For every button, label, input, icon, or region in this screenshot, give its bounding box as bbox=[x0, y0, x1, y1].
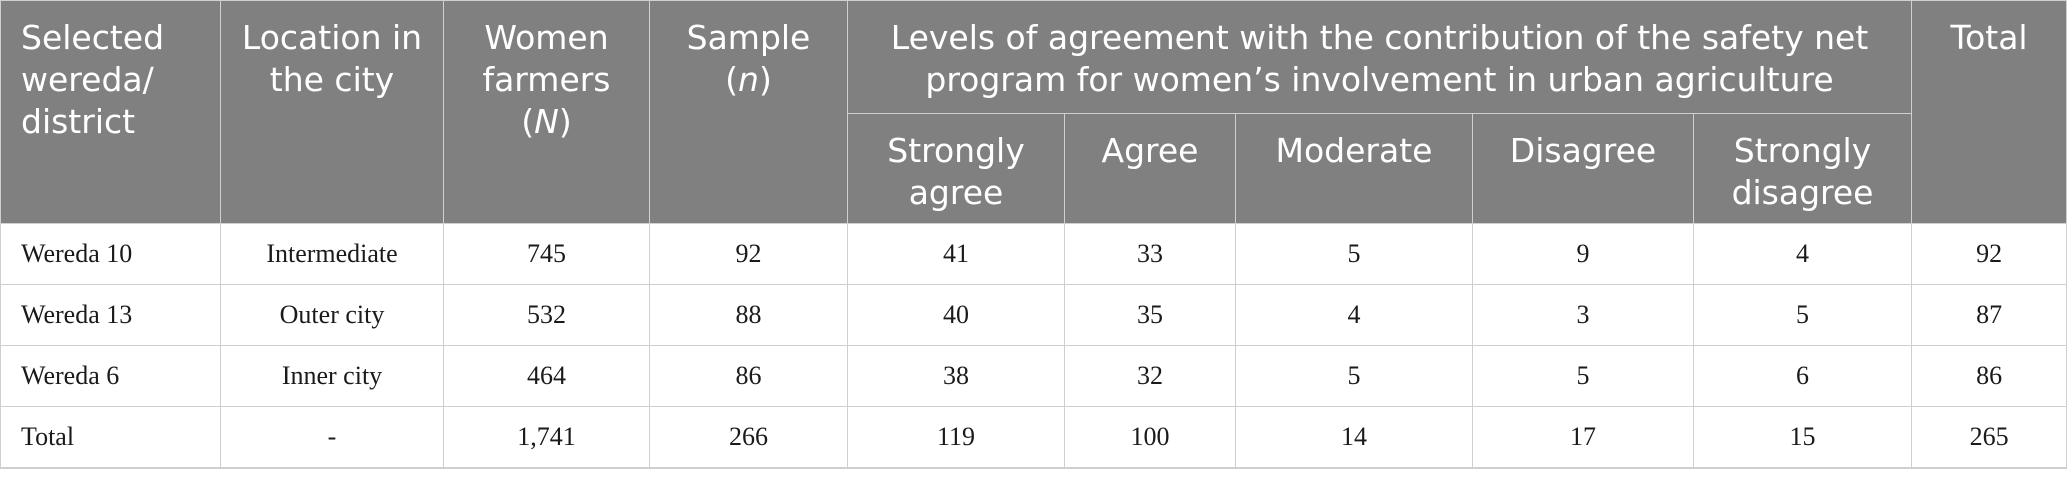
header-location: Location in the city bbox=[220, 0, 444, 224]
cell-strongly-agree: 40 bbox=[847, 284, 1065, 346]
cell-sample: 88 bbox=[649, 284, 848, 346]
cell-moderate: 5 bbox=[1235, 345, 1473, 407]
cell-strongly-disagree: 15 bbox=[1692, 406, 1913, 469]
cell-sample: 266 bbox=[649, 406, 848, 469]
header-strongly-disagree: Strongly disagree bbox=[1692, 113, 1913, 224]
table-row: Wereda 10 Intermediate 745 92 41 33 5 9 … bbox=[0, 223, 2068, 285]
data-table: Selected wereda/ district Location in th… bbox=[0, 0, 2068, 469]
header-total: Total bbox=[1911, 0, 2068, 224]
cell-sample: 86 bbox=[649, 345, 848, 407]
cell-women-farmers: 464 bbox=[443, 345, 650, 407]
cell-district: Wereda 13 bbox=[0, 284, 221, 346]
table-body: Wereda 10 Intermediate 745 92 41 33 5 9 … bbox=[0, 223, 2068, 469]
header-strongly-agree: Strongly agree bbox=[847, 113, 1065, 224]
cell-strongly-disagree: 6 bbox=[1692, 345, 1913, 407]
cell-moderate: 14 bbox=[1235, 406, 1473, 469]
cell-strongly-disagree: 5 bbox=[1692, 284, 1913, 346]
header-women-farmers-label: Women farmers bbox=[482, 18, 611, 99]
cell-disagree: 9 bbox=[1472, 223, 1694, 285]
cell-strongly-agree: 41 bbox=[847, 223, 1065, 285]
header-sample: Sample (n) bbox=[649, 0, 848, 224]
table-row: Wereda 13 Outer city 532 88 40 35 4 3 5 … bbox=[0, 284, 2068, 346]
cell-moderate: 4 bbox=[1235, 284, 1473, 346]
cell-district: Wereda 10 bbox=[0, 223, 221, 285]
header-agreement-group: Levels of agreement with the contributio… bbox=[846, 0, 1913, 114]
cell-sample: 92 bbox=[649, 223, 848, 285]
cell-district: Total bbox=[0, 406, 221, 469]
cell-location: Inner city bbox=[220, 345, 444, 407]
cell-total: 87 bbox=[1911, 284, 2068, 346]
header-women-farmers: Women farmers (N) bbox=[443, 0, 650, 224]
header-sample-symbol: n bbox=[738, 60, 759, 99]
cell-location: Outer city bbox=[220, 284, 444, 346]
cell-total: 265 bbox=[1911, 406, 2068, 469]
table-row: Wereda 6 Inner city 464 86 38 32 5 5 6 8… bbox=[0, 345, 2068, 407]
header-moderate: Moderate bbox=[1235, 113, 1473, 224]
cell-strongly-disagree: 4 bbox=[1692, 223, 1913, 285]
cell-district: Wereda 6 bbox=[0, 345, 221, 407]
cell-agree: 100 bbox=[1064, 406, 1236, 469]
cell-disagree: 17 bbox=[1472, 406, 1694, 469]
table-row-total: Total - 1,741 266 119 100 14 17 15 265 bbox=[0, 406, 2068, 469]
cell-location: Intermediate bbox=[220, 223, 444, 285]
cell-moderate: 5 bbox=[1235, 223, 1473, 285]
header-disagree: Disagree bbox=[1472, 113, 1694, 224]
cell-total: 92 bbox=[1911, 223, 2068, 285]
cell-women-farmers: 1,741 bbox=[443, 406, 650, 469]
header-agree: Agree bbox=[1064, 113, 1236, 224]
cell-strongly-agree: 38 bbox=[847, 345, 1065, 407]
cell-women-farmers: 532 bbox=[443, 284, 650, 346]
cell-total: 86 bbox=[1911, 345, 2068, 407]
cell-agree: 35 bbox=[1064, 284, 1236, 346]
cell-agree: 32 bbox=[1064, 345, 1236, 407]
table-header: Selected wereda/ district Location in th… bbox=[0, 0, 2068, 224]
cell-disagree: 5 bbox=[1472, 345, 1694, 407]
header-women-farmers-symbol: N bbox=[534, 102, 559, 141]
cell-agree: 33 bbox=[1064, 223, 1236, 285]
cell-strongly-agree: 119 bbox=[847, 406, 1065, 469]
cell-disagree: 3 bbox=[1472, 284, 1694, 346]
cell-women-farmers: 745 bbox=[443, 223, 650, 285]
header-district: Selected wereda/ district bbox=[0, 0, 221, 224]
header-sample-label: Sample bbox=[686, 18, 811, 57]
cell-location: - bbox=[220, 406, 444, 469]
